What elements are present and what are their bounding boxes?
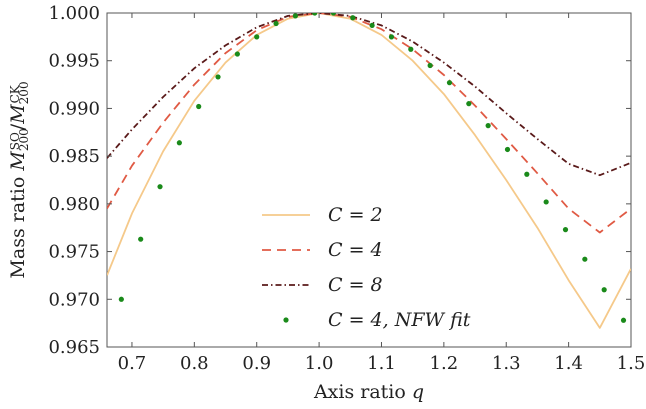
x-tick-label: 1.2: [430, 353, 459, 374]
legend: C = 2 C = 4 C = 8 C = 4, NFW fit: [252, 194, 485, 336]
x-tick-label: 1.3: [492, 353, 521, 374]
series-point-c-4-nfw-fit: [446, 80, 453, 86]
series-point-c-4-nfw-fit: [504, 146, 511, 153]
y-tick-label: 0.985: [48, 146, 100, 167]
legend-marker-c-4-nfw-fit: [283, 317, 289, 323]
series-point-c-4-nfw-fit: [118, 296, 124, 302]
y-tick-label: 0.990: [48, 98, 100, 119]
y-tick-label: 0.965: [48, 337, 100, 358]
series-point-c-4-nfw-fit: [562, 227, 569, 233]
x-tick-label: 0.9: [242, 353, 271, 374]
series-point-c-4-nfw-fit: [466, 101, 472, 107]
series-point-c-4-nfw-fit: [196, 103, 202, 110]
series-point-c-4-nfw-fit: [176, 140, 182, 146]
legend-box: [252, 194, 485, 336]
x-tick-label: 0.8: [180, 353, 209, 374]
svg-text:Mass ratio M200SO/M200CK: Mass ratio M200SO/M200CK: [7, 81, 31, 278]
y-tick-label: 0.980: [48, 194, 100, 215]
series-point-c-4-nfw-fit: [388, 34, 395, 40]
series-point-c-4-nfw-fit: [427, 62, 433, 69]
series-line-c-8: [107, 13, 631, 177]
series-point-c-4-nfw-fit: [254, 34, 260, 40]
legend-label-c-8: C = 8: [328, 274, 383, 296]
x-tick-label: 0.7: [118, 353, 147, 374]
series-point-c-4-nfw-fit: [330, 13, 337, 16]
series-point-c-4-nfw-fit: [543, 199, 549, 205]
series-line-c-4: [107, 13, 631, 234]
x-tick-label: 1.0: [305, 353, 334, 374]
series-line-c-2: [107, 13, 631, 329]
series-point-c-4-nfw-fit: [524, 171, 530, 177]
x-tick-label: 1.4: [554, 353, 583, 374]
series-point-c-4-nfw-fit: [292, 13, 298, 19]
series-point-c-4-nfw-fit: [234, 51, 240, 57]
y-tick-label: 0.995: [48, 51, 100, 72]
series-point-c-4-nfw-fit: [601, 287, 607, 293]
x-tick-label: 1.5: [617, 353, 646, 374]
x-tick-label: 1.1: [367, 353, 396, 374]
x-axis-label: Axis ratio q: [313, 381, 424, 403]
y-tick-label: 1.000: [48, 3, 100, 24]
series-point-c-4-nfw-fit: [312, 13, 318, 16]
series-point-c-4-nfw-fit: [485, 123, 491, 129]
legend-label-c-4: C = 4: [328, 239, 383, 261]
y-axis-label: Mass ratio M200SO/M200CK: [7, 81, 31, 278]
y-tick-label: 0.970: [48, 289, 100, 310]
series-point-c-4-nfw-fit: [273, 20, 279, 27]
series-point-c-4-nfw-fit: [582, 256, 588, 262]
series-point-c-4-nfw-fit: [408, 46, 414, 52]
series-point-c-4-nfw-fit: [215, 74, 221, 80]
series-point-c-4-nfw-fit: [620, 317, 627, 323]
legend-label-c-4-nfw-fit: C = 4, NFW fit: [328, 309, 471, 331]
y-tick-label: 0.975: [48, 242, 100, 263]
series-point-c-4-nfw-fit: [369, 22, 375, 29]
series-point-c-4-nfw-fit: [157, 184, 163, 190]
plot-frame: [106, 12, 632, 348]
series-point-c-4-nfw-fit: [138, 236, 144, 242]
series-point-c-4-nfw-fit: [350, 15, 356, 21]
legend-label-c-2: C = 2: [328, 204, 383, 226]
